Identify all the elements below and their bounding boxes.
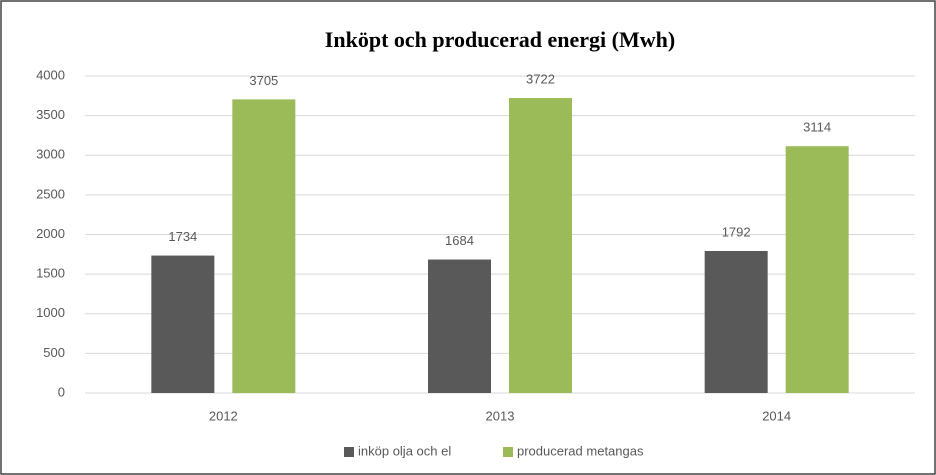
legend-swatch — [344, 447, 354, 457]
data-label: 1792 — [722, 224, 751, 239]
x-tick-label: 2012 — [209, 408, 238, 423]
legend-label: producerad metangas — [517, 443, 644, 458]
y-tick-label: 3000 — [36, 147, 65, 162]
bar — [428, 259, 491, 393]
data-label: 3705 — [249, 73, 278, 88]
legend-label: inköp olja och el — [358, 443, 451, 458]
chart-title: Inköpt och producerad energi (Mwh) — [325, 27, 675, 52]
data-label: 1684 — [445, 233, 474, 248]
bar — [232, 99, 296, 393]
data-label: 3114 — [803, 120, 831, 135]
legend-swatch — [503, 447, 513, 457]
y-tick-label: 0 — [58, 384, 65, 399]
y-tick-label: 2000 — [36, 226, 65, 241]
y-tick-label: 4000 — [36, 67, 65, 82]
x-tick-label: 2013 — [486, 408, 515, 423]
bar — [151, 255, 215, 393]
x-tick-label: 2014 — [762, 408, 791, 423]
y-tick-label: 1000 — [36, 305, 65, 320]
y-tick-label: 500 — [43, 345, 65, 360]
y-tick-label: 1500 — [36, 266, 65, 281]
y-tick-label: 2500 — [36, 186, 65, 201]
bar — [704, 250, 768, 393]
data-label: 1734 — [168, 229, 197, 244]
bar — [785, 146, 849, 393]
data-label: 3722 — [526, 71, 555, 86]
y-tick-label: 3500 — [36, 107, 65, 122]
bar — [509, 98, 572, 394]
